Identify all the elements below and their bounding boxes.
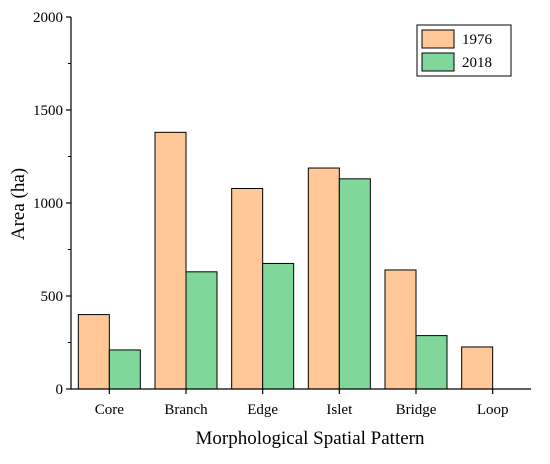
y-tick-label: 1000 [33, 196, 63, 212]
bar-2018-core [108, 349, 141, 390]
axes-layer: 0 500 1000 1500 2000 Core Branch Edge Islet Bridg… [33, 10, 531, 418]
bar-2018-edge [262, 262, 295, 390]
y-axis-title: Area (ha) [8, 168, 29, 240]
bar-2018-bridge [415, 335, 448, 390]
legend: 1976 2018 [416, 24, 512, 77]
x-tick-label: Bridge [396, 402, 437, 418]
bar-2018-branch [185, 271, 218, 390]
legend-label-1976: 1976 [462, 32, 493, 48]
x-tick-label: Edge [247, 402, 278, 418]
y-tick-label: 2000 [33, 10, 63, 26]
bar-1976-loop [461, 346, 494, 390]
bar-1976-core [77, 314, 110, 390]
bar-1976-branch [154, 131, 187, 390]
x-axis-title: Morphological Spatial Pattern [195, 428, 425, 449]
legend-label-2018: 2018 [462, 55, 492, 71]
x-tick-label: Loop [477, 402, 509, 418]
x-tick-label: Islet [326, 402, 353, 418]
bar-1976-islet [307, 167, 340, 390]
x-tick-label: Core [95, 402, 125, 418]
y-tick-label: 1500 [33, 103, 63, 119]
x-tick-label: Branch [164, 402, 208, 418]
legend-swatch-1976 [421, 29, 455, 49]
bar-2018-islet [338, 178, 371, 390]
y-tick-label: 500 [41, 289, 64, 305]
legend-box [416, 24, 512, 77]
bar-1976-edge [231, 187, 264, 390]
bar-1976-bridge [384, 269, 417, 390]
bars-layer [77, 131, 494, 390]
legend-swatch-2018 [421, 52, 455, 72]
y-tick-label: 0 [56, 382, 64, 398]
